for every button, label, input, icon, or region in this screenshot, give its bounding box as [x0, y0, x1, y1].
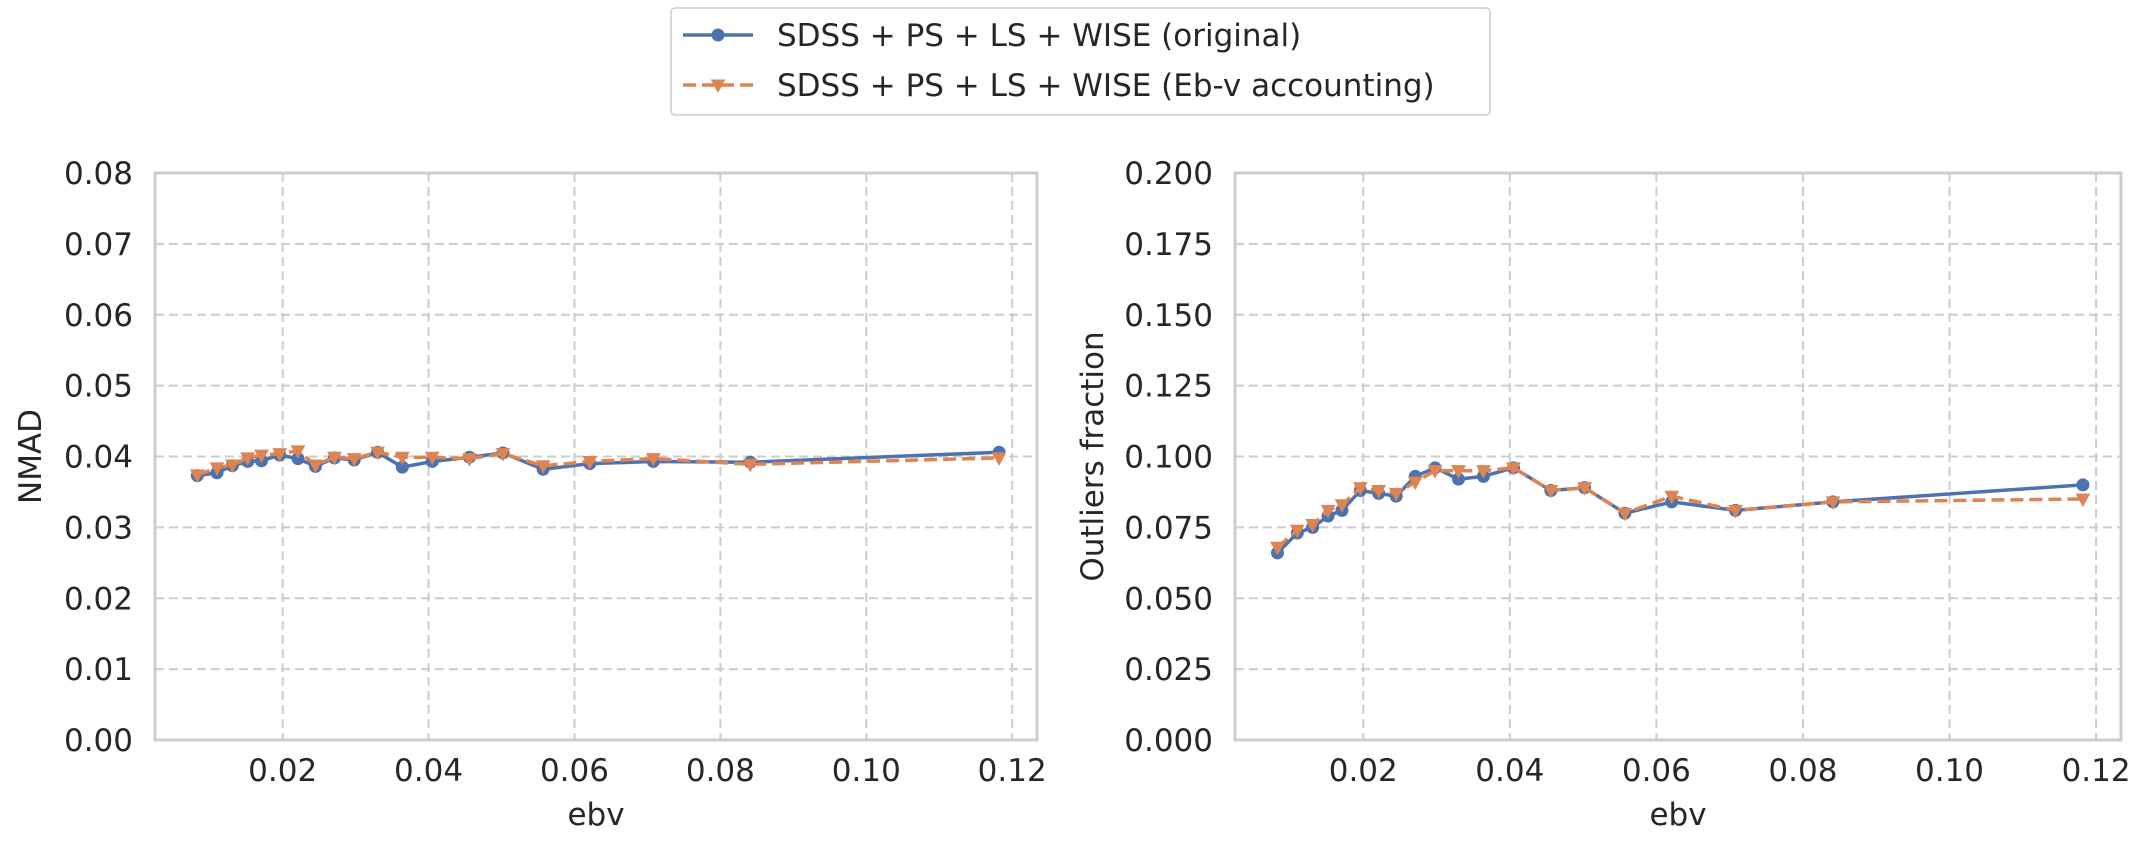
- x-axis-label: ebv: [567, 797, 624, 833]
- y-tick-label: 0.03: [64, 510, 133, 546]
- legend-marker-0: [711, 28, 725, 42]
- data-point-1: [224, 459, 240, 474]
- data-point-0: [2076, 478, 2090, 492]
- data-point-1: [1305, 519, 1321, 533]
- legend: SDSS + PS + LS + WISE (original) SDSS + P…: [670, 7, 1491, 116]
- data-point-1: [254, 449, 269, 464]
- data-point-1: [1476, 465, 1491, 479]
- data-point-1: [1577, 482, 1592, 496]
- data-point-1: [582, 455, 598, 470]
- x-tick-label: 0.06: [1622, 753, 1691, 789]
- data-point-1: [645, 453, 661, 467]
- data-point-1: [1506, 462, 1521, 476]
- y-tick-label: 0.00: [64, 723, 133, 759]
- data-point-1: [1543, 485, 1559, 499]
- data-point-1: [1289, 524, 1305, 539]
- y-tick-label: 0.025: [1124, 652, 1213, 688]
- data-point-1: [240, 452, 255, 466]
- data-point-1: [1352, 482, 1368, 496]
- data-point-1: [327, 451, 342, 466]
- data-point-1: [1334, 499, 1350, 513]
- x-tick-label: 0.02: [248, 753, 317, 789]
- legend-label-1: SDSS + PS + LS + WISE (Eb-v accounting): [777, 68, 1435, 104]
- data-point-1: [462, 453, 477, 467]
- series-line-0: [1276, 466, 2084, 555]
- x-tick-label: 0.08: [686, 753, 755, 789]
- outliers-panel: 0.000 0.025 0.050 0.075 0.100 0.125 0.150 0.175…: [1075, 156, 2131, 833]
- data-point-1: [394, 451, 410, 466]
- data-point-1: [424, 451, 440, 466]
- y-tick-label: 0.000: [1124, 723, 1213, 759]
- x-tick-label: 0.04: [1475, 753, 1544, 789]
- data-point-1: [1270, 541, 1285, 556]
- x-tick-label: 0.04: [394, 753, 463, 789]
- x-tick-label: 0.06: [540, 753, 609, 789]
- y-tick-label: 0.125: [1124, 369, 1213, 405]
- legend-label-0: SDSS + PS + LS + WISE (original): [777, 18, 1301, 54]
- x-tick-label: 0.12: [2062, 753, 2131, 789]
- data-point-1: [1320, 504, 1336, 519]
- data-point-1: [189, 469, 205, 483]
- y-tick-label: 0.04: [64, 440, 133, 476]
- data-point-1: [272, 448, 288, 462]
- data-point-1: [370, 446, 385, 461]
- x-tick-label: 0.10: [832, 753, 901, 789]
- data-point-1: [209, 462, 225, 476]
- y-tick-label: 0.02: [64, 581, 133, 617]
- plot-frame: [1233, 171, 2123, 742]
- y-axis-label: Outliers fraction: [1075, 331, 1111, 581]
- data-point-1: [742, 458, 758, 473]
- legend-marker-1: [710, 79, 726, 94]
- data-point-1: [535, 460, 551, 474]
- data-point-1: [308, 459, 323, 474]
- data-point-1: [1617, 507, 1633, 522]
- data-point-1: [1371, 485, 1386, 499]
- y-tick-label: 0.200: [1124, 156, 1213, 192]
- y-tick-label: 0.06: [64, 298, 133, 334]
- y-tick-label: 0.100: [1124, 440, 1213, 476]
- plot-frame: [153, 171, 1039, 742]
- legend-frame: [670, 7, 1491, 116]
- x-tick-label: 0.02: [1329, 753, 1398, 789]
- data-point-1: [1825, 496, 1841, 510]
- y-tick-label: 0.050: [1124, 581, 1213, 617]
- data-point-1: [1451, 465, 1466, 479]
- y-tick-label: 0.08: [64, 156, 133, 192]
- y-tick-label: 0.01: [64, 652, 133, 688]
- y-tick-label: 0.075: [1124, 510, 1213, 546]
- x-axis-label: ebv: [1649, 797, 1706, 833]
- series-line-1: [196, 449, 1000, 477]
- data-point-1: [2075, 493, 2091, 508]
- data-point-1: [495, 448, 511, 462]
- y-tick-label: 0.05: [64, 369, 133, 405]
- data-point-1: [1664, 490, 1680, 505]
- nmad-panel: 0.00 0.01 0.02 0.03 0.04 0.05 0.06 0.07 0.08 0.02…: [13, 156, 1047, 833]
- data-point-1: [290, 445, 306, 459]
- series-line-1: [1276, 466, 2083, 549]
- x-tick-label: 0.10: [1915, 753, 1984, 789]
- y-axis-label: NMAD: [13, 409, 49, 504]
- y-tick-label: 0.175: [1124, 227, 1213, 263]
- data-point-1: [1728, 504, 1743, 519]
- data-point-1: [991, 452, 1007, 466]
- data-point-1: [346, 453, 362, 467]
- x-tick-label: 0.08: [1768, 753, 1837, 789]
- y-tick-label: 0.07: [64, 227, 133, 263]
- x-tick-label: 0.12: [978, 753, 1047, 789]
- data-point-1: [1388, 487, 1404, 502]
- y-tick-label: 0.150: [1124, 298, 1213, 334]
- data-point-1: [1427, 465, 1443, 479]
- data-point-1: [1407, 476, 1423, 491]
